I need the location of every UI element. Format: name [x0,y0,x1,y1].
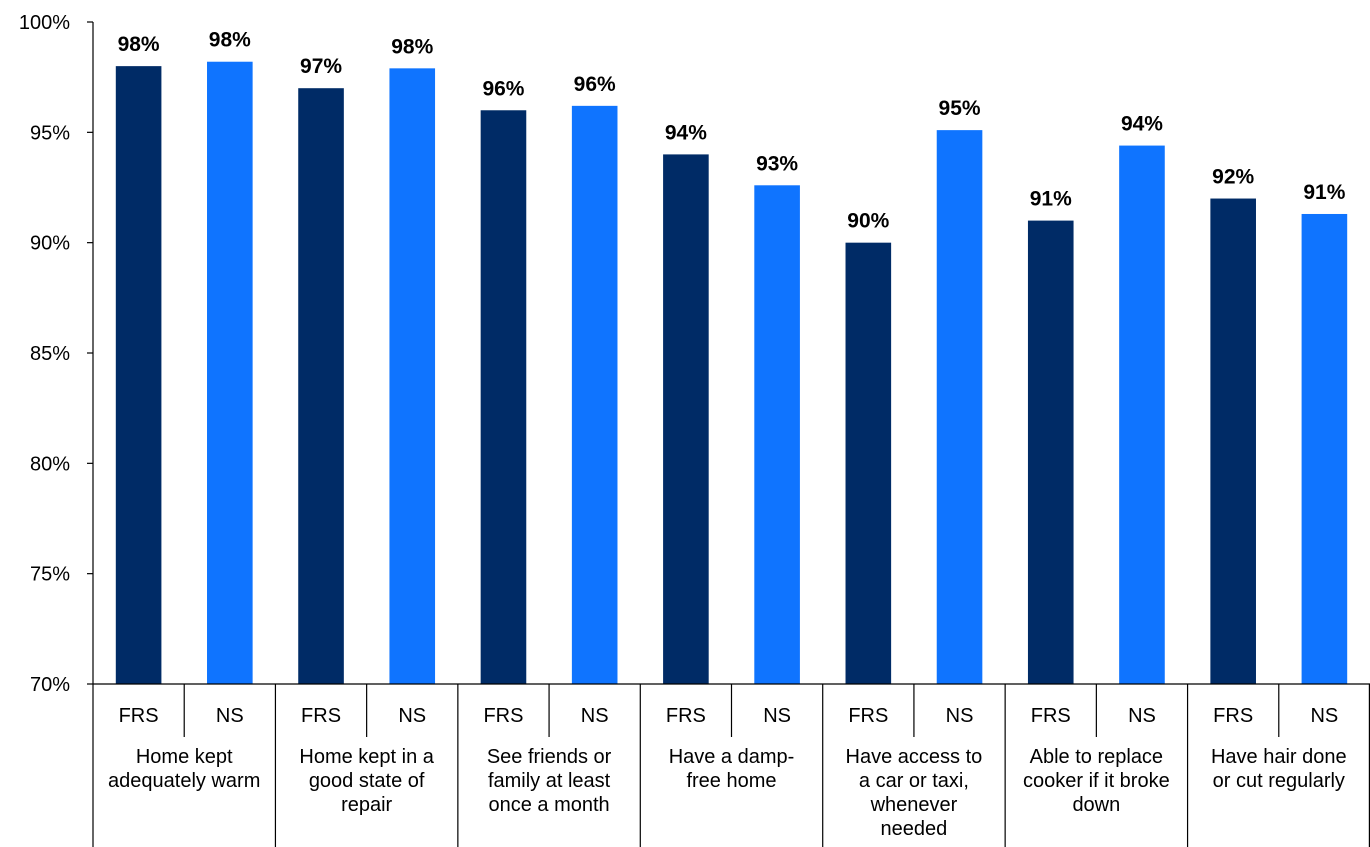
bar-ns [754,185,800,684]
data-label: 98% [391,35,433,58]
x-group-label: once a month [488,794,609,816]
x-series-label: NS [763,705,791,727]
bar-ns [1301,213,1348,685]
bars [115,61,1348,685]
x-group-label: family at least [488,770,611,792]
bar-frs [298,88,344,684]
bar-ns [936,130,983,685]
x-group-label: cooker if it broke [1023,770,1170,792]
x-series-label: NS [398,705,426,727]
bar-ns [571,105,618,684]
x-group-label: a car or taxi, [859,770,969,792]
x-series-label: NS [1310,705,1338,727]
data-label: 94% [1121,113,1163,136]
x-group-label: Home kept in a [299,746,434,768]
data-label: 90% [847,210,889,233]
y-tick-label: 70% [30,674,70,696]
data-label: 95% [939,97,981,120]
x-series-label: FRS [848,705,888,727]
x-group-label: whenever [870,794,958,816]
bar-frs [1027,220,1074,684]
x-group-label: repair [341,794,392,816]
x-group-label: needed [881,818,948,840]
bar-frs [663,154,709,684]
x-series-label: FRS [301,705,341,727]
x-series-label: NS [581,705,609,727]
y-tick-label: 100% [19,12,70,34]
bar-frs [115,66,162,685]
bar-frs [480,110,527,685]
x-group-label: free home [686,770,776,792]
x-group-label: or cut regularly [1213,770,1345,792]
bar-ns [1119,145,1165,684]
bar-ns [389,68,436,685]
data-label: 96% [574,73,616,96]
x-group-label: Home kept [136,746,233,768]
data-label: 98% [118,33,160,56]
y-tick-label: 90% [30,233,70,255]
data-label: 91% [1030,188,1072,211]
x-series-label: NS [1128,705,1156,727]
x-group-label: See friends or [487,746,612,768]
x-series-label: FRS [666,705,706,727]
x-series-label: FRS [1213,705,1253,727]
data-label: 93% [756,152,798,175]
data-label: 98% [209,29,251,52]
x-group-label: down [1072,794,1120,816]
y-tick-label: 95% [30,122,70,144]
data-label: 94% [665,121,707,144]
x-group-label: adequately warm [108,770,260,792]
data-label: 91% [1303,181,1345,204]
x-series-label: FRS [119,705,159,727]
bar-ns [207,61,253,685]
x-group-label: Have hair done [1211,746,1347,768]
data-label: 92% [1212,166,1254,189]
x-series-label: FRS [483,705,523,727]
bar-frs [845,242,892,684]
y-tick-label: 75% [30,564,70,586]
y-tick-label: 85% [30,343,70,365]
x-series-label: FRS [1031,705,1071,727]
data-label: 96% [482,77,524,100]
x-group-label: Able to replace [1030,746,1163,768]
x-group-label: Have access to [846,746,983,768]
data-label: 97% [300,55,342,78]
x-group-label: good state of [309,770,425,792]
y-axis: 70% 75% 80% 85% 90% 95% 100% [19,12,94,696]
x-series-label: NS [216,705,244,727]
bar-frs [1210,198,1256,685]
data-labels: 98% 98% 97% 98% 96% 96% 94% 93% 90% 95% 91% 94% 92% 9… [118,29,1346,233]
x-group-label: Have a damp- [669,746,795,768]
x-series-label: NS [946,705,974,727]
y-tick-label: 80% [30,453,70,475]
